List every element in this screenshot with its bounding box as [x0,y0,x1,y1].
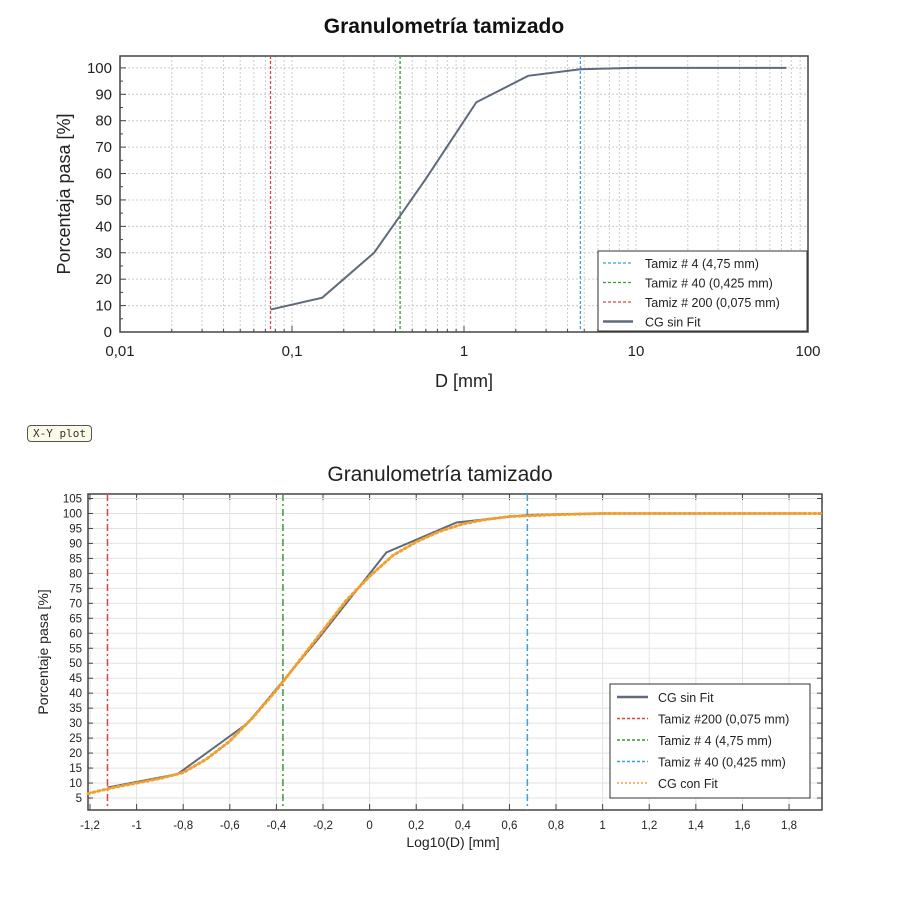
fit-series-line [86,511,824,796]
legend-label: Tamiz # 4 (4,75 mm) [658,734,772,748]
legend: CG sin Fit Tamiz #200 (0,075 mm) Tamiz # 4… [609,683,811,799]
y-tick-label: 85 [69,553,82,565]
x-tick-label: 0,4 [455,820,472,832]
y-tick-label: 105 [63,493,82,505]
legend-label: Tamiz # 40 (0,425 mm) [645,277,773,291]
y-tick-label: 95 [69,523,82,535]
legend-label: Tamiz #200 (0,075 mm) [658,713,789,727]
y-tick-label: 15 [69,763,82,775]
xy-plot-button[interactable]: X-Y plot [27,425,92,442]
x-tick-label: -0,6 [220,820,240,832]
y-tick-label: 40 [95,218,112,235]
x-tick-label: 0,6 [501,820,517,832]
x-tick-label: 10 [628,343,645,360]
y-tick-label: 70 [95,139,112,156]
x-tick-label: 100 [795,343,820,360]
y-tick-label: 10 [69,778,82,790]
legend-label: CG sin Fit [658,691,714,705]
x-tick-label: 1,2 [641,820,657,832]
y-tick-label: 55 [69,643,82,655]
y-axis-label: Porcentaja pasa [%] [54,113,74,274]
x-tick-label: 1 [599,820,605,832]
x-axis-label: D [mm] [435,371,493,391]
y-tick-label: 0 [104,324,112,341]
y-tick-label: 35 [69,703,82,715]
x-tick-label: -1,2 [80,820,100,832]
y-tick-label: 100 [87,60,112,77]
series-line [270,66,787,311]
legend-label: CG sin Fit [645,316,701,330]
chart-title: Granulometría tamizado [327,463,552,486]
y-tick-label: 5 [76,793,82,805]
legend-label: Tamiz # 200 (0,075 mm) [645,296,780,310]
x-tick-label: 1,6 [734,820,750,832]
y-tick-label: 70 [69,598,82,610]
legend-label: Tamiz # 40 (0,425 mm) [658,756,786,770]
x-axis-label: Log10(D) [mm] [406,834,499,850]
y-tick-label: 80 [95,113,112,130]
y-tick-label: 20 [95,271,112,288]
y-axis-label: Porcentaje pasa [%] [35,589,51,714]
x-tick-label: 1,4 [688,820,705,832]
legend: Tamiz # 4 (4,75 mm) Tamiz # 40 (0,425 mm)… [597,250,808,332]
x-tick-label: 1,8 [781,820,797,832]
plot-frame [119,55,809,333]
y-tick-label: 100 [63,508,82,520]
plot-frame [87,493,823,811]
y-tick-label: 45 [69,673,82,685]
x-tick-label: 0,01 [105,343,134,360]
y-tick-label: 30 [95,245,112,262]
x-tick-label: -0,8 [173,820,193,832]
x-tick-label: 0,8 [548,820,564,832]
legend-label: CG con Fit [658,777,718,791]
x-tick-label: -1 [131,820,141,832]
y-tick-label: 75 [69,583,82,595]
x-tick-label: 0 [366,820,372,832]
y-tick-label: 25 [69,733,82,745]
y-tick-label: 80 [69,568,82,580]
x-tick-label: 0,1 [282,343,303,360]
y-tick-label: 65 [69,613,82,625]
y-tick-label: 60 [95,166,112,183]
chart-title: Granulometría tamizado [324,15,564,38]
x-tick-label: 1 [460,343,468,360]
x-tick-label: 0,2 [408,820,424,832]
legend-box [609,683,811,799]
y-tick-label: 10 [95,298,112,315]
y-tick-label: 50 [95,192,112,209]
y-tick-label: 40 [69,688,82,700]
legend-label: Tamiz # 4 (4,75 mm) [645,257,759,271]
y-tick-label: 30 [69,718,82,730]
legend-box [597,250,808,332]
y-tick-label: 20 [69,748,82,760]
x-tick-label: -0,2 [313,820,333,832]
y-tick-label: 50 [69,658,82,670]
y-tick-label: 60 [69,628,82,640]
y-tick-label: 90 [69,538,82,550]
y-tick-label: 90 [95,86,112,103]
x-tick-label: -0,4 [266,820,286,832]
